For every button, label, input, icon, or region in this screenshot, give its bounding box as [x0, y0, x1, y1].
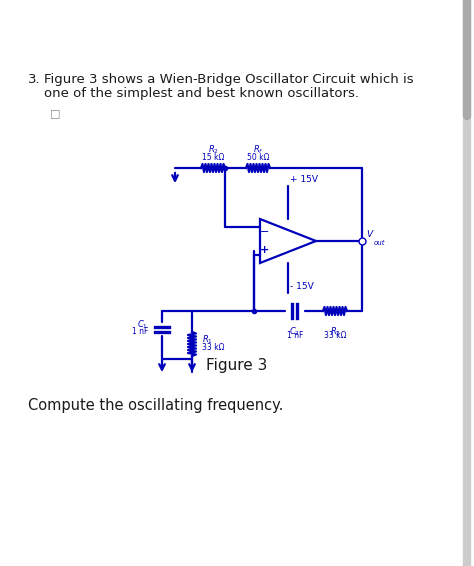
Text: 3.: 3. [28, 73, 41, 86]
Text: V: V [366, 230, 372, 239]
Text: Figure 3: Figure 3 [206, 358, 268, 373]
Text: $R_2$: $R_2$ [208, 144, 219, 156]
Text: 50 kΩ: 50 kΩ [247, 153, 269, 162]
Text: Compute the oscillating frequency.: Compute the oscillating frequency. [28, 398, 283, 413]
Text: □: □ [50, 108, 60, 118]
Text: 1 nF: 1 nF [132, 328, 148, 337]
Text: $C_1$: $C_1$ [137, 319, 148, 331]
Text: one of the simplest and best known oscillators.: one of the simplest and best known oscil… [44, 87, 359, 100]
Text: 33 kΩ: 33 kΩ [202, 342, 225, 351]
Text: + 15V: + 15V [290, 175, 318, 184]
Text: out: out [374, 240, 385, 246]
Text: $R_1$: $R_1$ [202, 334, 213, 346]
Text: Figure 3 shows a Wien-Bridge Oscillator Circuit which is: Figure 3 shows a Wien-Bridge Oscillator … [44, 73, 414, 86]
Text: $R_f$: $R_f$ [253, 144, 264, 156]
Text: $R_2$: $R_2$ [329, 325, 340, 337]
Text: +: + [260, 245, 270, 255]
Text: $C_2$: $C_2$ [290, 325, 301, 337]
Text: −: − [260, 227, 270, 237]
Text: 15 kΩ: 15 kΩ [202, 153, 224, 162]
Text: 1 nF: 1 nF [287, 331, 303, 340]
Text: - 15V: - 15V [290, 282, 314, 291]
Text: 33 kΩ: 33 kΩ [324, 331, 346, 340]
